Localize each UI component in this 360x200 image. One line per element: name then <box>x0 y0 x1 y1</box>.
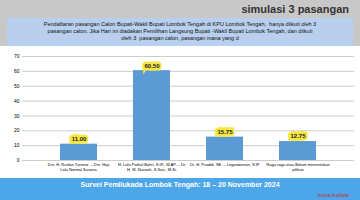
svg-text:40: 40 <box>14 98 20 104</box>
svg-text:10: 10 <box>14 142 20 148</box>
svg-text:30: 30 <box>14 113 20 119</box>
svg-text:15.75: 15.75 <box>217 129 233 135</box>
svg-text:12.75: 12.75 <box>290 133 306 139</box>
svg-text:Dr. H. Puaddi, SE. – Legewanna: Dr. H. Puaddi, SE. – Legewannan, S.IP. <box>190 162 260 167</box>
svg-text:60: 60 <box>14 68 20 74</box>
svg-text:50: 50 <box>14 83 20 89</box>
html-text:nusra institute: nusra institute <box>317 192 349 198</box>
svg-text:60.50: 60.50 <box>144 63 160 69</box>
svg-text:H. Lalu Pathul Bahri, S.IP., M: H. Lalu Pathul Bahri, S.IP., M.AP. – Dr.… <box>118 162 186 172</box>
svg-text:Ragu-ragu atau Belum menentuka: Ragu-ragu atau Belum menentukanpilihan <box>266 162 329 172</box>
svg-text:11.00: 11.00 <box>72 136 87 142</box>
html-text:Survei Pemilukada Lombok Tenga: Survei Pemilukada Lombok Tengah: 18 – 20… <box>80 181 280 188</box>
html-text:simulasi 3 pasangan: simulasi 3 pasangan <box>241 3 349 15</box>
svg-text:Drs. H. Ruslan Turmuz. – Drs.: Drs. H. Ruslan Turmuz. – Drs. Haji.Lalu … <box>48 162 110 172</box>
html-text:Pendaftaran pasangan Calon Bup: Pendaftaran pasangan Calon Bupati-Wakil … <box>43 21 317 42</box>
svg-text:70: 70 <box>14 53 20 59</box>
svg-text:20: 20 <box>14 127 20 133</box>
svg-text:0: 0 <box>17 157 20 163</box>
